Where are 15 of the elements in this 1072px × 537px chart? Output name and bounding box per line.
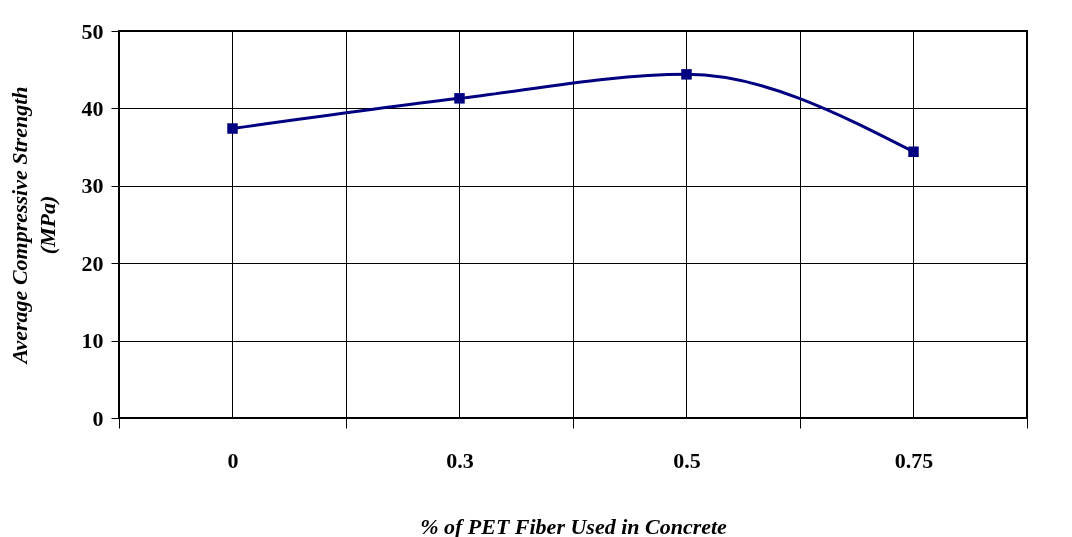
y-tick-label: 0 [92,405,104,431]
x-tick-label: 0.3 [446,447,474,473]
x-tick-label: 0.75 [894,447,934,473]
y-tick-label: 10 [81,328,104,354]
y-tick-label: 50 [81,18,104,44]
y-axis-title: Average Compressive Strength (MPa) [6,86,60,366]
point [681,69,692,80]
point [908,146,919,157]
y-tick-label: 20 [81,250,104,276]
x-tick-label: 0.5 [673,447,701,473]
y-tick-label: 40 [81,95,104,121]
point [227,123,238,134]
x-tick-label: 0 [227,447,239,473]
point [454,93,465,104]
y-tick-label: 30 [81,173,104,199]
